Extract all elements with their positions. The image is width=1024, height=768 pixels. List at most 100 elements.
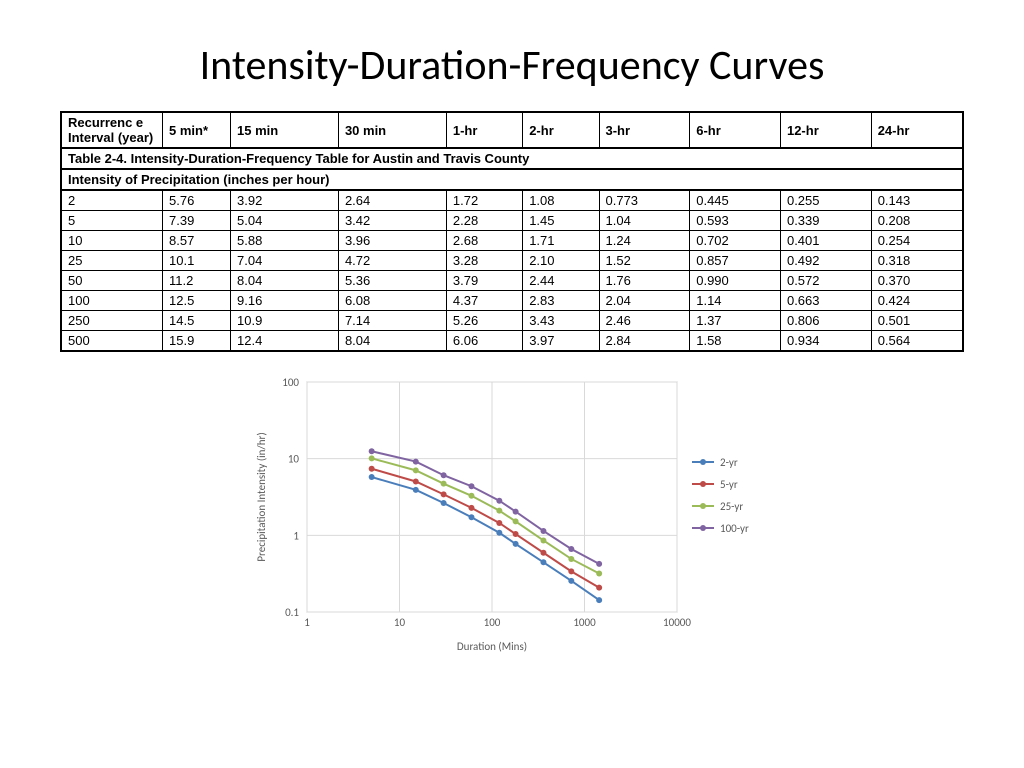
table-cell: 1.58 [690,331,781,352]
table-cell: 5.04 [231,211,339,231]
table-header-row: Recurrenc e Interval (year)5 min*15 min3… [61,112,963,148]
table-cell: 5.26 [446,311,522,331]
table-cell: 25 [61,251,163,271]
series-marker [441,491,447,497]
idf-table: Table 2-4. Intensity-Duration-Frequency … [60,111,964,352]
series-marker [369,455,375,461]
table-cell: 0.857 [690,251,781,271]
series-marker [596,570,602,576]
series-marker [468,493,474,499]
series-marker [468,514,474,520]
table-cell: 0.208 [871,211,963,231]
table-cell: 9.16 [231,291,339,311]
y-tick-label: 10 [288,453,300,466]
series-marker [568,578,574,584]
idf-chart: 1101001000100000.1110100Precipitation In… [232,372,792,662]
table-cell: 3.97 [523,331,599,352]
series-marker [596,561,602,567]
x-tick-label: 1 [304,616,310,629]
table-cell: 0.424 [871,291,963,311]
table-cell: 4.37 [446,291,522,311]
table-cell: 0.564 [871,331,963,352]
table-cell: 2.64 [338,190,446,211]
legend-label: 5-yr [720,478,738,491]
table-cell: 3.42 [338,211,446,231]
table-header-cell: 30 min [338,112,446,148]
table-cell: 0.990 [690,271,781,291]
table-cell: 2.83 [523,291,599,311]
table-cell: 0.934 [780,331,871,352]
series-marker [413,487,419,493]
table-cell: 5.76 [163,190,231,211]
table-cell: 2.46 [599,311,690,331]
table-cell: 1.14 [690,291,781,311]
table-cell: 1.04 [599,211,690,231]
table-caption: Table 2-4. Intensity-Duration-Frequency … [61,148,963,169]
legend-marker [700,459,706,465]
table-cell: 5.36 [338,271,446,291]
legend-label: 100-yr [720,522,749,535]
legend-marker [700,503,706,509]
table-header-cell: 15 min [231,112,339,148]
y-tick-label: 0.1 [285,606,299,619]
table-caption-row: Table 2-4. Intensity-Duration-Frequency … [61,148,963,169]
series-marker [369,466,375,472]
series-marker [413,478,419,484]
table-cell: 0.318 [871,251,963,271]
legend-marker [700,525,706,531]
table-cell: 2 [61,190,163,211]
table-cell: 1.08 [523,190,599,211]
table-row: 5011.28.045.363.792.441.760.9900.5720.37… [61,271,963,291]
table-cell: 0.143 [871,190,963,211]
table-cell: 4.72 [338,251,446,271]
legend-label: 2-yr [720,456,738,469]
series-marker [496,530,502,536]
x-tick-label: 10000 [663,616,691,629]
table-cell: 1.71 [523,231,599,251]
table-cell: 6.08 [338,291,446,311]
table-cell: 3.96 [338,231,446,251]
y-axis-label: Precipitation Intensity (in/hr) [255,432,268,561]
series-marker [496,498,502,504]
table-subtitle-row: Intensity of Precipitation (inches per h… [61,169,963,190]
table-row: 25014.510.97.145.263.432.461.370.8060.50… [61,311,963,331]
table-cell: 15.9 [163,331,231,352]
table-subtitle: Intensity of Precipitation (inches per h… [61,169,963,190]
series-marker [596,585,602,591]
table-header-cell: 24-hr [871,112,963,148]
table-cell: 0.773 [599,190,690,211]
series-marker [441,481,447,487]
table-cell: 1.37 [690,311,781,331]
table-body: 25.763.922.641.721.080.7730.4450.2550.14… [61,190,963,351]
table-cell: 7.14 [338,311,446,331]
series-marker [369,474,375,480]
table-row: 108.575.883.962.681.711.240.7020.4010.25… [61,231,963,251]
table-cell: 7.04 [231,251,339,271]
table-cell: 1.76 [599,271,690,291]
table-cell: 0.702 [690,231,781,251]
series-marker [369,448,375,454]
table-row: 10012.59.166.084.372.832.041.140.6630.42… [61,291,963,311]
table-header-cell: 12-hr [780,112,871,148]
slide: Intensity-Duration-Frequency Curves Tabl… [0,0,1024,682]
chart-container: 1101001000100000.1110100Precipitation In… [60,372,964,662]
x-tick-label: 1000 [573,616,596,629]
y-tick-label: 100 [282,376,299,389]
table-cell: 3.92 [231,190,339,211]
series-marker [540,550,546,556]
table-cell: 0.370 [871,271,963,291]
series-marker [568,568,574,574]
table-cell: 8.04 [231,271,339,291]
table-row: 2510.17.044.723.282.101.520.8570.4920.31… [61,251,963,271]
table-cell: 1.24 [599,231,690,251]
table-row: 25.763.922.641.721.080.7730.4450.2550.14… [61,190,963,211]
series-marker [468,483,474,489]
table-cell: 2.04 [599,291,690,311]
series-marker [596,597,602,603]
x-axis-label: Duration (Mins) [457,640,527,653]
series-marker [513,541,519,547]
table-cell: 50 [61,271,163,291]
table-cell: 500 [61,331,163,352]
series-marker [468,505,474,511]
table-cell: 100 [61,291,163,311]
